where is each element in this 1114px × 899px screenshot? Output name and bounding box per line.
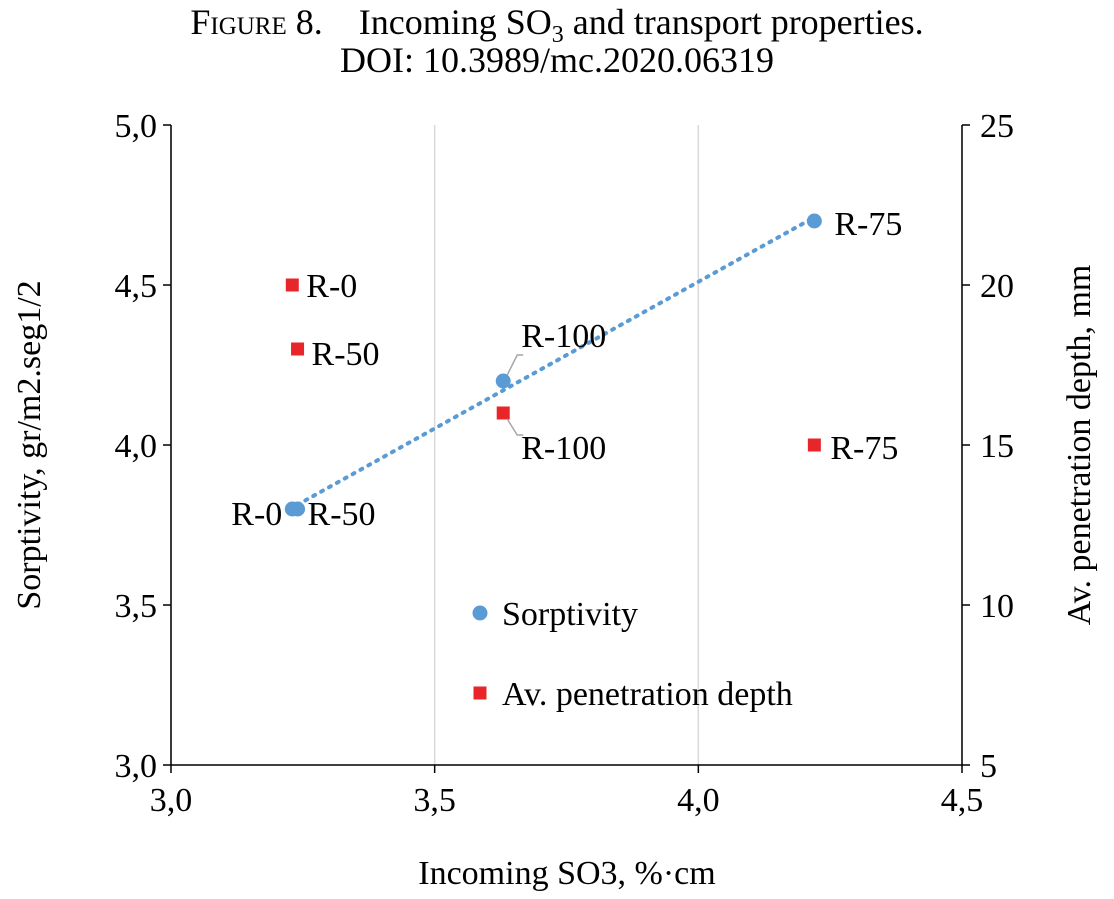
legend-marker-sorptivity [472,605,488,621]
x-tick-label: 3,5 [413,782,456,819]
x-tick-label: 3,0 [150,782,193,819]
figure-title-subscript: 3 [551,22,564,48]
figure-title-suffix: and transport properties. [563,2,924,42]
data-labels: R-0 R-50 R-100 R-75 R-0 R-50 R-100 R-75 [231,206,902,533]
figure-title-prefix: Incoming SO [358,2,552,42]
figure-doi: DOI: 10.3989/mc.2020.06319 [340,40,774,80]
y-right-tick-label: 20 [980,268,1014,305]
sorptivity-point [495,373,511,389]
y-left-tick-label: 4,5 [115,268,158,305]
y-left-tick-label: 4,0 [115,428,158,465]
penetration-label-r-100: R-100 [521,430,606,467]
sorptivity-label-r-0: R-0 [231,496,282,533]
sorptivity-label-r-75: R-75 [834,206,902,243]
y-right-tick-label: 25 [980,108,1014,145]
axes: 3,0 3,5 4,0 4,5 3,0 3,5 4,0 4,5 5,0 5 10 15 20 25 [115,108,1015,819]
legend-marker-penetration-depth [473,686,487,700]
legend-label-penetration-depth: Av. penetration depth [502,676,793,713]
penetration-label-r-0: R-0 [306,268,357,305]
figure-label: Figure 8. [190,2,323,42]
penetration-depth-point [496,406,510,420]
sorptivity-label-r-100: R-100 [521,318,606,355]
y-right-tick-label: 10 [980,588,1014,625]
figure-caption: Figure 8. Incoming SO3 and transport pro… [0,2,1114,55]
x-tick-label: 4,5 [941,782,984,819]
penetration-label-r-50: R-50 [312,336,380,373]
y-axis-left-label: Sorptivity, gr/m2.seg1/2 [11,280,48,609]
trendline [295,215,817,507]
data-label-leader [506,418,524,436]
data-marks [284,213,822,517]
x-axis-label: Incoming SO3, %·cm [418,855,715,892]
y-axis-right-label: Av. penetration depth, mm [1061,265,1098,626]
y-right-tick-label: 15 [980,428,1014,465]
penetration-depth-point [291,342,305,356]
penetration-label-r-75: R-75 [830,430,898,467]
legend-label-sorptivity: Sorptivity [502,596,638,633]
y-left-tick-label: 3,0 [115,748,158,785]
y-right-tick-label: 5 [980,748,997,785]
penetration-depth-point [807,438,821,452]
y-left-tick-label: 3,5 [115,588,158,625]
penetration-depth-point [285,278,299,292]
y-left-tick-label: 5,0 [115,108,158,145]
sorptivity-point [290,501,306,517]
legend: Sorptivity Av. penetration depth [472,596,793,713]
sorptivity-label-r-50: R-50 [308,496,376,533]
sorptivity-point [806,213,822,229]
x-tick-label: 4,0 [677,782,720,819]
sorptivity-trendline [295,215,817,507]
data-label-leader [506,354,524,376]
